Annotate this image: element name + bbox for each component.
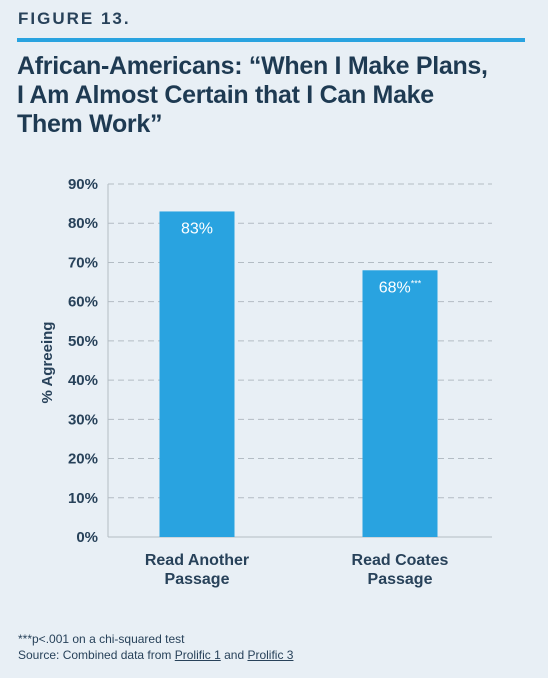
chart-title: African-Americans: “When I Make Plans, I…: [17, 52, 532, 139]
y-tick-label: 40%: [68, 372, 98, 389]
source-note: Source: Combined data from Prolific 1 an…: [18, 647, 293, 663]
y-tick-label: 60%: [68, 294, 98, 311]
bar-chart: 0% 10% 20% 30% 40% 50% 60% 70% 80% 90% % Agreeing 8…: [39, 176, 492, 588]
y-tick-label: 80%: [68, 215, 98, 232]
y-tick-label: 70%: [68, 254, 98, 271]
title-line-2: I Am Almost Certain that I Can Make: [17, 81, 434, 109]
y-axis-label: % Agreeing: [39, 322, 56, 404]
y-tick-label: 30%: [68, 411, 98, 428]
category-label: Passage: [165, 571, 230, 588]
footnote: ***p<.001 on a chi-squared test Source: …: [18, 631, 293, 663]
y-tick-label: 20%: [68, 451, 98, 468]
header-rule: [17, 38, 525, 42]
y-tick-label: 10%: [68, 490, 98, 507]
source-prefix: Source: Combined data from: [18, 648, 175, 662]
significance-note: ***p<.001 on a chi-squared test: [18, 632, 185, 646]
source-link-prolific-1[interactable]: Prolific 1: [174, 648, 221, 662]
data-label-superscript: ***: [411, 278, 422, 288]
category-label: Read Another: [145, 552, 249, 569]
title-line-1: African-Americans: “When I Make Plans,: [17, 52, 488, 80]
title-line-3: Them Work”: [17, 110, 163, 138]
category-label: Passage: [368, 571, 433, 588]
source-link-prolific-3[interactable]: Prolific 3: [247, 648, 294, 662]
data-label: 83%: [181, 220, 213, 237]
y-tick-label: 50%: [68, 333, 98, 350]
bar: [159, 211, 235, 537]
y-tick-label: 0%: [76, 529, 98, 546]
source-conjunction: and: [220, 648, 248, 662]
category-label: Read Coates: [352, 552, 449, 569]
y-tick-label: 90%: [68, 176, 98, 193]
figure-label: FIGURE 13.: [18, 9, 131, 28]
bar: [362, 270, 438, 537]
